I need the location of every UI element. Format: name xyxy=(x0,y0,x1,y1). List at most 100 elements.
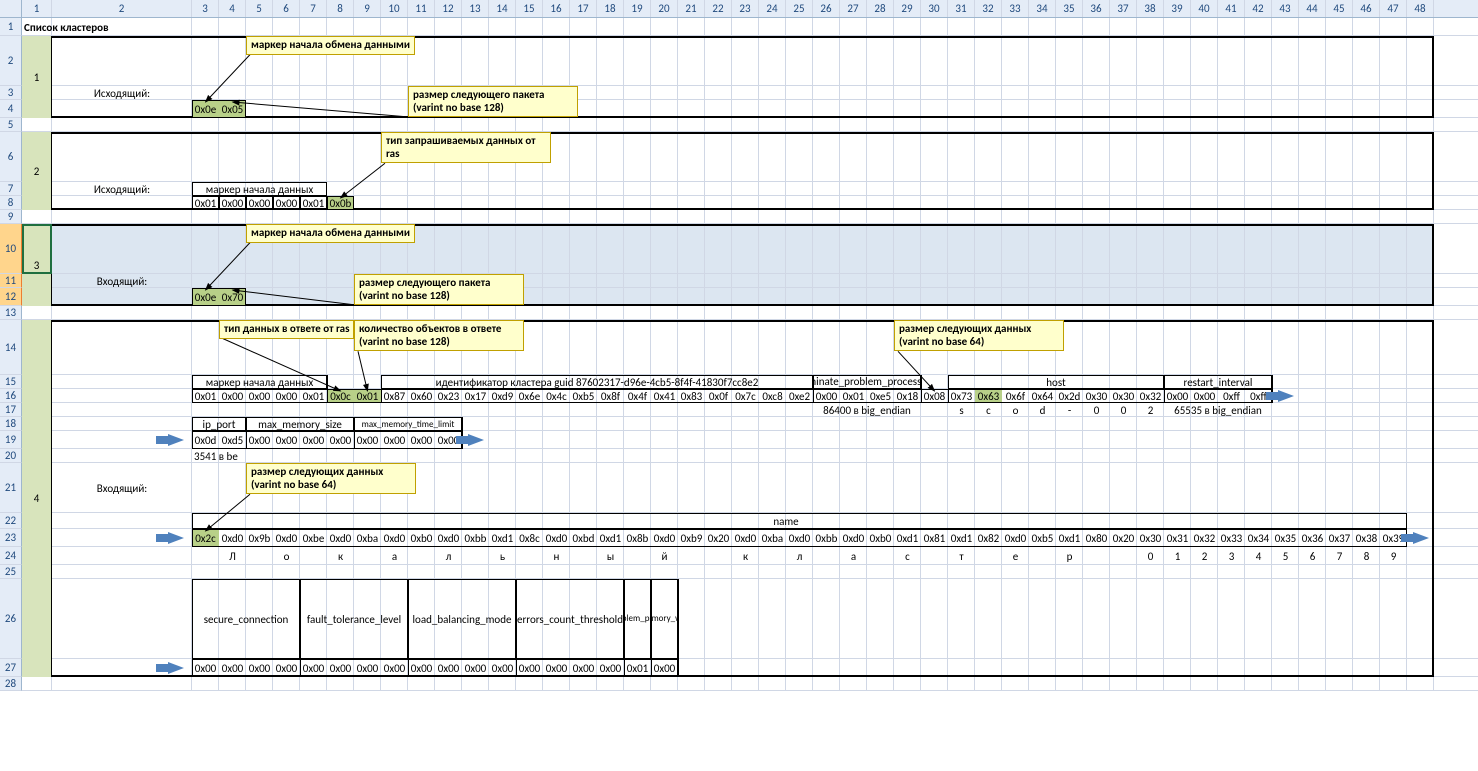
r17-6[interactable]: 0 xyxy=(1083,403,1110,417)
r16-33[interactable]: 0x6f xyxy=(1002,389,1029,403)
r27-19[interactable]: 0x01 xyxy=(624,659,651,677)
r16-39[interactable]: 0x00 xyxy=(1164,389,1191,403)
r27-12[interactable]: 0x00 xyxy=(435,659,462,677)
r16-31[interactable]: 0x73 xyxy=(948,389,975,403)
r15-h2[interactable]: terminate_problem_processs_in xyxy=(813,375,921,389)
r23-10[interactable]: 0xd0 xyxy=(381,529,408,547)
r24-45[interactable]: 7 xyxy=(1326,547,1353,565)
r24-16[interactable]: н xyxy=(543,547,570,565)
r23-18[interactable]: 0xd1 xyxy=(597,529,624,547)
r23-8[interactable]: 0xd0 xyxy=(327,529,354,547)
r8-3[interactable]: 0x01 xyxy=(192,196,219,210)
row-header-9[interactable]: 9 xyxy=(0,210,22,224)
row-header-18[interactable]: 18 xyxy=(0,417,22,431)
r16-20[interactable]: 0x41 xyxy=(651,389,678,403)
r18-h1[interactable]: max_memory_size xyxy=(246,417,354,431)
r26-h1[interactable]: fault_tolerance_level xyxy=(300,579,408,659)
r27-14[interactable]: 0x00 xyxy=(489,659,516,677)
r16-17[interactable]: 0xb5 xyxy=(570,389,597,403)
col-header-30[interactable]: 30 xyxy=(921,0,948,17)
col-header-14[interactable]: 14 xyxy=(489,0,516,17)
r27-18[interactable]: 0x00 xyxy=(597,659,624,677)
col-header-26[interactable]: 26 xyxy=(813,0,840,17)
r24-43[interactable]: 5 xyxy=(1272,547,1299,565)
row-header-13[interactable]: 13 xyxy=(0,306,22,320)
r24-35[interactable]: р xyxy=(1056,547,1083,565)
col-header-42[interactable]: 42 xyxy=(1245,0,1272,17)
r27-11[interactable]: 0x00 xyxy=(408,659,435,677)
r24-33[interactable]: е xyxy=(1002,547,1029,565)
col-header-46[interactable]: 46 xyxy=(1353,0,1380,17)
r27-9[interactable]: 0x00 xyxy=(354,659,381,677)
r23-31[interactable]: 0xd1 xyxy=(948,529,975,547)
r27-17[interactable]: 0x00 xyxy=(570,659,597,677)
r24-40[interactable]: 2 xyxy=(1191,547,1218,565)
r24-18[interactable]: ы xyxy=(597,547,624,565)
r16-32[interactable]: 0x63 xyxy=(975,389,1002,403)
r17-0[interactable]: 86400 в big_endian xyxy=(813,403,921,417)
r23-23[interactable]: 0xd0 xyxy=(732,529,759,547)
r23-37[interactable]: 0x20 xyxy=(1110,529,1137,547)
r24-44[interactable]: 6 xyxy=(1299,547,1326,565)
r16-6[interactable]: 0x00 xyxy=(273,389,300,403)
col-header-22[interactable]: 22 xyxy=(705,0,732,17)
r27-5[interactable]: 0x00 xyxy=(246,659,273,677)
r23-3[interactable]: 0x2c xyxy=(192,529,219,547)
r23-13[interactable]: 0xbb xyxy=(462,529,489,547)
r24-41[interactable]: 3 xyxy=(1218,547,1245,565)
r23-24[interactable]: 0xba xyxy=(759,529,786,547)
col-header-29[interactable]: 29 xyxy=(894,0,921,17)
r8-4[interactable]: 0x00 xyxy=(219,196,246,210)
r17-8[interactable]: 2 xyxy=(1137,403,1164,417)
row-header-24[interactable]: 24 xyxy=(0,547,22,565)
row-header-8[interactable]: 8 xyxy=(0,196,22,210)
r17-1[interactable]: s xyxy=(948,403,975,417)
r16-16[interactable]: 0x4c xyxy=(543,389,570,403)
r22-header[interactable]: name xyxy=(192,513,1380,529)
r16-34[interactable]: 0x64 xyxy=(1029,389,1056,403)
r16-40[interactable]: 0x00 xyxy=(1191,389,1218,403)
r20-label[interactable]: 3541 в be xyxy=(192,449,273,463)
col-header-32[interactable]: 32 xyxy=(975,0,1002,17)
col-header-39[interactable]: 39 xyxy=(1164,0,1191,17)
row-header-2[interactable]: 2 xyxy=(0,36,22,86)
r16-24[interactable]: 0xc8 xyxy=(759,389,786,403)
r16-37[interactable]: 0x30 xyxy=(1110,389,1137,403)
r19-3[interactable]: 0x0d xyxy=(192,431,219,449)
r24-23[interactable]: к xyxy=(732,547,759,565)
r16-28[interactable]: 0xe5 xyxy=(867,389,894,403)
r27-10[interactable]: 0x00 xyxy=(381,659,408,677)
col-header-2[interactable]: 2 xyxy=(52,0,192,17)
row-header-4[interactable]: 4 xyxy=(0,100,22,118)
row-header-3[interactable]: 3 xyxy=(0,86,22,100)
r16-27[interactable]: 0x01 xyxy=(840,389,867,403)
col-header-7[interactable]: 7 xyxy=(300,0,327,17)
row-header-11[interactable]: 11 xyxy=(0,274,22,288)
r23-7[interactable]: 0xbe xyxy=(300,529,327,547)
r19-10[interactable]: 0x00 xyxy=(381,431,408,449)
r23-39[interactable]: 0x31 xyxy=(1164,529,1191,547)
r17-7[interactable]: 0 xyxy=(1110,403,1137,417)
col-header-21[interactable]: 21 xyxy=(678,0,705,17)
r16-29[interactable]: 0x18 xyxy=(894,389,921,403)
r24-25[interactable]: л xyxy=(786,547,813,565)
r16-23[interactable]: 0x7c xyxy=(732,389,759,403)
row-header-17[interactable]: 17 xyxy=(0,403,22,417)
r23-21[interactable]: 0xb9 xyxy=(678,529,705,547)
r27-7[interactable]: 0x00 xyxy=(300,659,327,677)
r23-44[interactable]: 0x36 xyxy=(1299,529,1326,547)
r18-h0[interactable]: ip_port xyxy=(192,417,246,431)
col-header-16[interactable]: 16 xyxy=(543,0,570,17)
r15-h0[interactable]: маркер начала данных xyxy=(192,375,327,389)
r16-26[interactable]: 0x00 xyxy=(813,389,840,403)
r19-9[interactable]: 0x00 xyxy=(354,431,381,449)
r23-46[interactable]: 0x38 xyxy=(1353,529,1380,547)
r26-h0[interactable]: secure_connection xyxy=(192,579,300,659)
r17-5[interactable]: - xyxy=(1056,403,1083,417)
r19-5[interactable]: 0x00 xyxy=(246,431,273,449)
r16-4[interactable]: 0x00 xyxy=(219,389,246,403)
r23-4[interactable]: 0xd0 xyxy=(219,529,246,547)
r24-42[interactable]: 4 xyxy=(1245,547,1272,565)
r16-7[interactable]: 0x01 xyxy=(300,389,327,403)
r23-28[interactable]: 0xb0 xyxy=(867,529,894,547)
